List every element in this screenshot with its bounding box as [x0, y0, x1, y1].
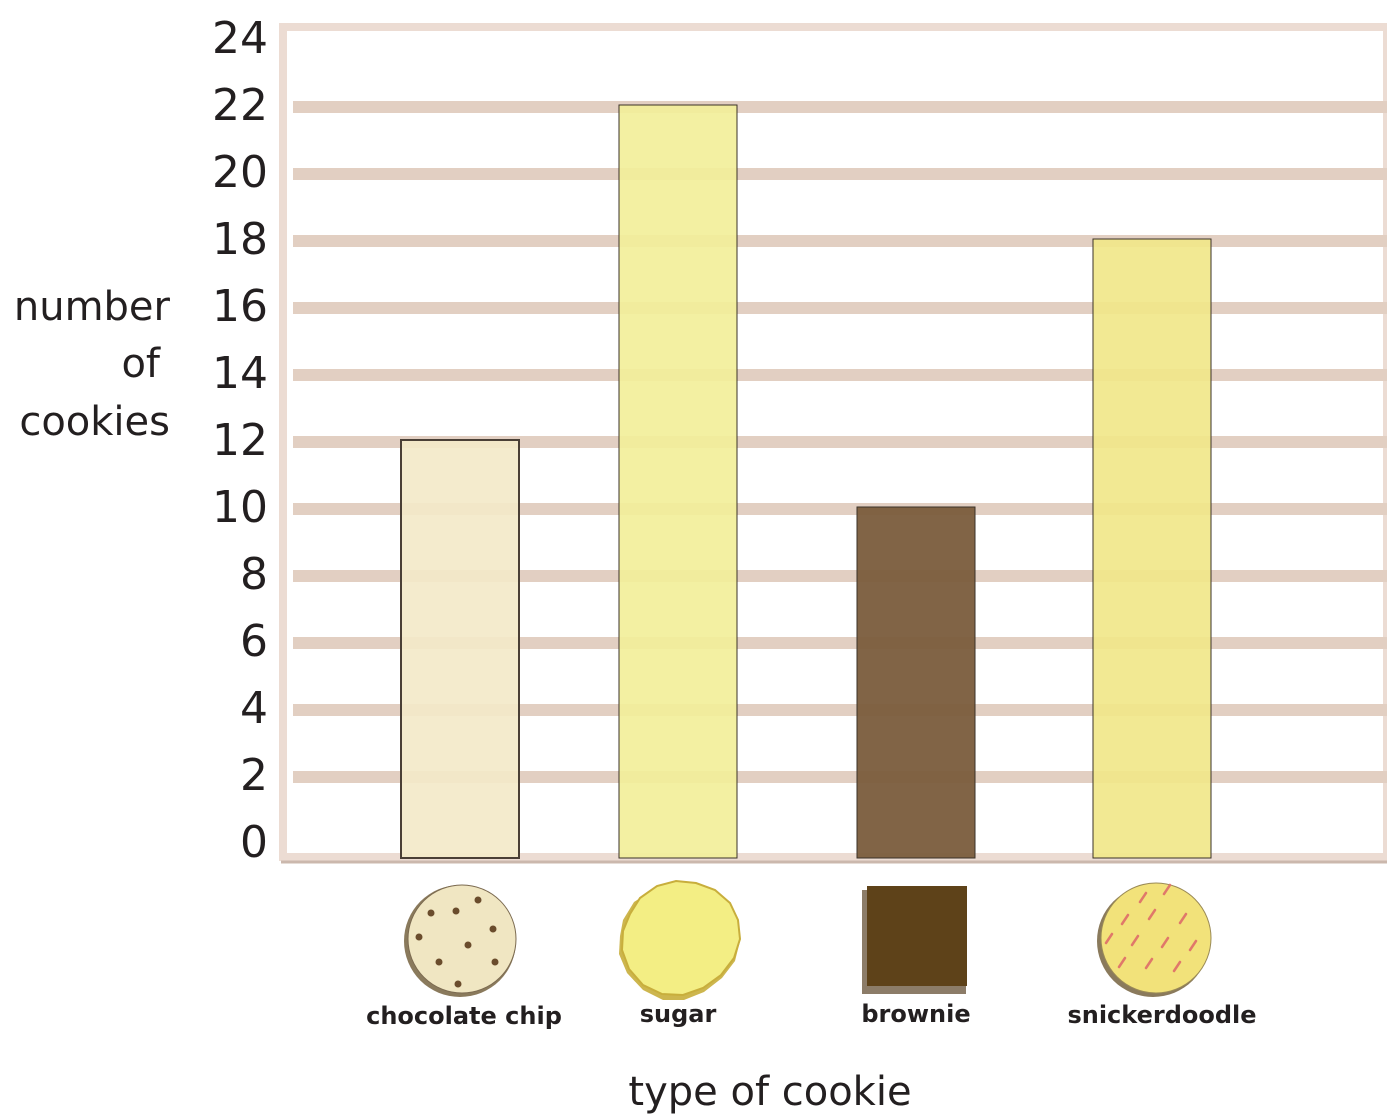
gridline [293, 369, 1387, 381]
y-tick-label: 10 [212, 482, 268, 533]
y-tick-label: 12 [212, 415, 268, 466]
category-label-sugar: sugar [640, 1000, 717, 1028]
gridline [293, 235, 1387, 247]
bars [400, 104, 1212, 859]
sugar-cookie-icon [619, 879, 742, 1000]
bar-snickerdoodle [1092, 238, 1212, 859]
y-tick-label: 6 [240, 616, 268, 667]
y-axis-label-line-1: number [14, 284, 171, 330]
bar-chocolate-chip [400, 439, 520, 859]
category-label-chocolate-chip: chocolate chip [366, 1002, 562, 1030]
y-tick-label: 8 [240, 549, 268, 600]
snickerdoodle-cookie-icon [1097, 882, 1212, 997]
x-axis-label: type of cookie [628, 1069, 911, 1115]
y-tick-label: 2 [240, 750, 268, 801]
gridline [293, 302, 1387, 314]
category-label-brownie: brownie [861, 1000, 970, 1028]
y-tick-label: 20 [212, 147, 268, 198]
gridline [293, 101, 1387, 113]
bar-sugar [618, 104, 738, 859]
bar-brownie [856, 506, 976, 859]
y-axis-label-line-2: of [121, 341, 160, 387]
y-tick-label: 16 [212, 281, 268, 332]
brownie-icon [862, 886, 967, 994]
y-tick-label: 22 [212, 80, 268, 131]
y-tick-label: 0 [240, 817, 268, 868]
y-tick-label: 14 [212, 348, 268, 399]
y-tick-label: 24 [212, 13, 268, 64]
y-tick-label: 4 [240, 683, 268, 734]
gridline [293, 168, 1387, 180]
chocolate-chip-cookie-icon [404, 884, 517, 997]
y-axis-label-line-3: cookies [19, 399, 170, 445]
y-tick-label: 18 [212, 214, 268, 265]
category-label-snickerdoodle: snickerdoodle [1067, 1001, 1256, 1029]
